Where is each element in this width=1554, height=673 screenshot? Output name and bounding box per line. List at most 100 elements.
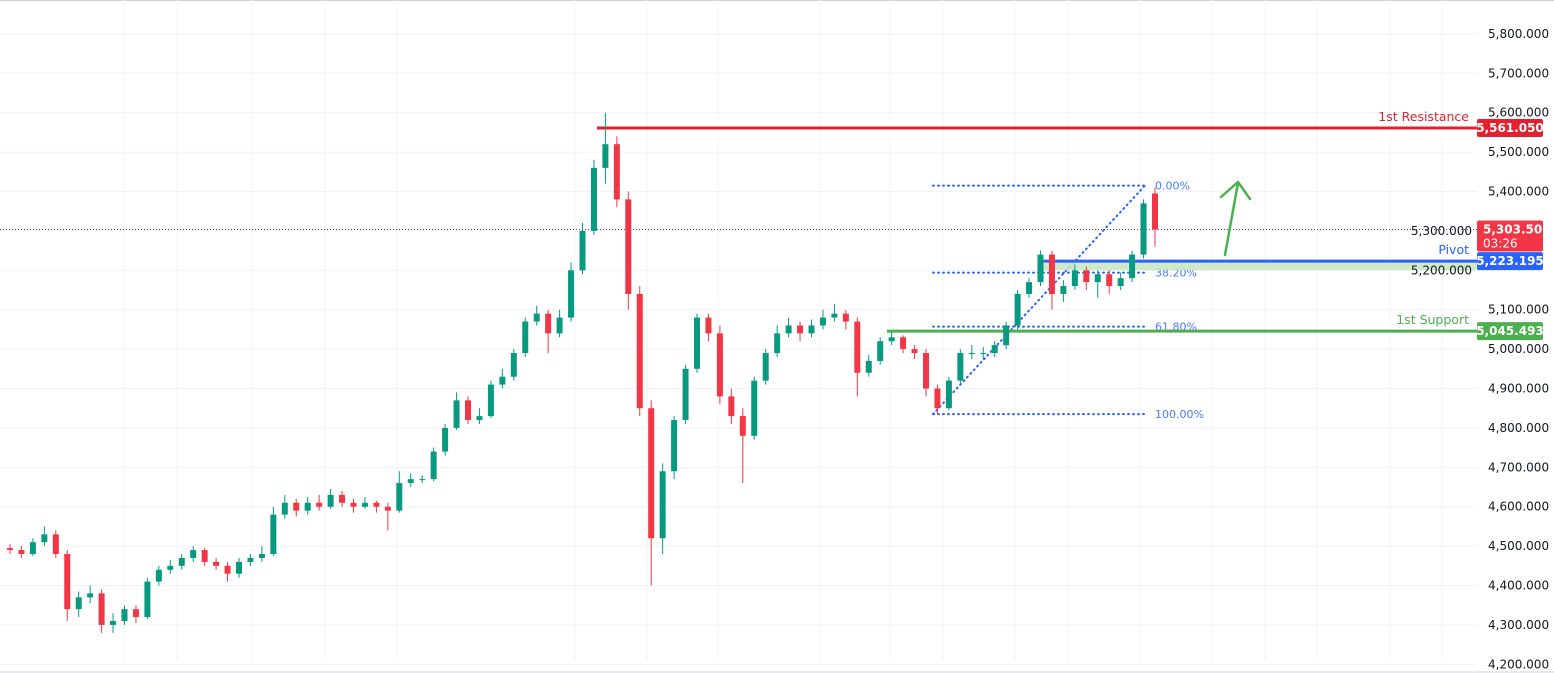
candle-up bbox=[1140, 203, 1147, 255]
candle-down bbox=[224, 565, 231, 574]
candle-down bbox=[900, 337, 907, 350]
price-tick-label: 5,700.000 bbox=[1488, 66, 1549, 80]
candle-down bbox=[625, 199, 632, 294]
candle-up bbox=[877, 341, 884, 361]
candle-down bbox=[201, 550, 208, 562]
candle-up bbox=[247, 557, 254, 562]
level-label-pivot: Pivot bbox=[1438, 242, 1469, 257]
candle-up bbox=[774, 333, 781, 354]
candle-down bbox=[373, 502, 380, 507]
candle-down bbox=[213, 561, 220, 566]
candle-down bbox=[739, 416, 746, 436]
candle-up bbox=[945, 380, 952, 409]
candle-up bbox=[522, 321, 529, 354]
candle-up bbox=[1014, 293, 1021, 326]
grid bbox=[0, 0, 1477, 665]
candle-down bbox=[384, 506, 391, 511]
candle-down bbox=[923, 353, 929, 389]
candle-up bbox=[236, 561, 242, 574]
candle-up bbox=[568, 270, 575, 318]
candle-down bbox=[797, 325, 804, 334]
price-tick-label: 4,300.000 bbox=[1488, 618, 1549, 632]
candle-down bbox=[648, 408, 655, 539]
candle-up bbox=[888, 337, 895, 342]
price-axis[interactable]: 5,800.000 5,700.000 5,600.000 5,500.000 5,40… bbox=[1411, 27, 1549, 671]
candle-up bbox=[751, 380, 758, 436]
candle-down bbox=[316, 502, 323, 507]
candle-up bbox=[453, 400, 460, 428]
current-price-tag bbox=[1477, 220, 1543, 252]
candle-up bbox=[1037, 254, 1044, 283]
candle-up bbox=[396, 483, 403, 511]
candle-down bbox=[716, 333, 723, 397]
fib-trend-line bbox=[932, 184, 1146, 416]
candle-down bbox=[465, 400, 471, 421]
candle-down bbox=[911, 349, 918, 354]
price-tick-label: 5,200.000 bbox=[1411, 263, 1472, 277]
price-tick-label: 5,400.000 bbox=[1488, 184, 1549, 198]
level-price-tag bbox=[1477, 252, 1543, 271]
support-resistance-levels[interactable]: 1st Resistance Pivot 1st Support bbox=[597, 109, 1477, 333]
candle-up bbox=[487, 384, 494, 417]
candle-up bbox=[499, 376, 506, 385]
candle-down bbox=[339, 494, 346, 503]
price-tick-label: 5,800.000 bbox=[1488, 27, 1549, 41]
candle-up bbox=[1071, 270, 1078, 287]
candle-up bbox=[178, 557, 185, 566]
fib-level-label: 0.00% bbox=[1155, 180, 1190, 193]
price-tick-label: 4,500.000 bbox=[1488, 539, 1549, 553]
price-tick-label: 4,600.000 bbox=[1488, 500, 1549, 514]
level-price-tag-text: 5,045.493 bbox=[1476, 324, 1544, 338]
green-up-arrow-icon[interactable] bbox=[1219, 180, 1252, 257]
candle-up bbox=[41, 534, 48, 543]
candle-up bbox=[419, 479, 426, 481]
candle-up bbox=[590, 167, 597, 231]
candle-down bbox=[934, 388, 941, 409]
candle-down bbox=[64, 554, 71, 610]
candle-down bbox=[842, 313, 849, 322]
candle-up bbox=[281, 502, 288, 515]
candle-down bbox=[705, 317, 712, 334]
candle-down bbox=[1152, 193, 1158, 230]
candle-up bbox=[1060, 286, 1067, 294]
candle-down bbox=[854, 321, 861, 373]
candle-up bbox=[110, 620, 117, 625]
candle-up bbox=[980, 353, 987, 355]
level-price-tag-text: 5,223.195 bbox=[1476, 254, 1544, 268]
candle-up bbox=[190, 550, 197, 558]
price-tick-label: 4,700.000 bbox=[1488, 460, 1549, 474]
candle-up bbox=[155, 569, 162, 582]
level-price-tag-text: 5,561.050 bbox=[1476, 121, 1544, 135]
candle-up bbox=[556, 317, 563, 334]
candle-down bbox=[1083, 270, 1090, 283]
candle-up bbox=[808, 325, 815, 334]
candle-down bbox=[132, 609, 139, 618]
candle-up bbox=[121, 609, 128, 621]
candle-up bbox=[865, 360, 872, 373]
candle-up bbox=[144, 581, 151, 618]
candle-up bbox=[968, 353, 975, 355]
candle-down bbox=[18, 550, 25, 555]
candle-up bbox=[819, 317, 826, 326]
level-label-support: 1st Support bbox=[1396, 312, 1469, 327]
candle-down bbox=[52, 534, 59, 555]
price-tags: 5,561.050 5,223.195 5,045.493 5,303.50503:2… bbox=[1476, 119, 1551, 341]
candle-up bbox=[510, 353, 517, 377]
candle-up bbox=[270, 514, 277, 555]
price-tick-label: 4,800.000 bbox=[1488, 421, 1549, 435]
candle-down bbox=[7, 548, 13, 551]
price-tick-label: 4,200.000 bbox=[1488, 657, 1549, 671]
candle-up bbox=[1003, 325, 1010, 346]
candle-down bbox=[350, 502, 357, 507]
candle-up bbox=[327, 494, 334, 507]
candle-up bbox=[442, 427, 449, 452]
candle-up bbox=[671, 420, 678, 472]
candle-up bbox=[407, 479, 414, 484]
candle-up bbox=[831, 313, 838, 318]
candle-down bbox=[728, 396, 735, 417]
candle-up bbox=[1117, 278, 1124, 287]
fib-level-label: 100.00% bbox=[1155, 408, 1204, 421]
level-label-resistance: 1st Resistance bbox=[1378, 109, 1469, 124]
candle-up bbox=[430, 451, 437, 480]
